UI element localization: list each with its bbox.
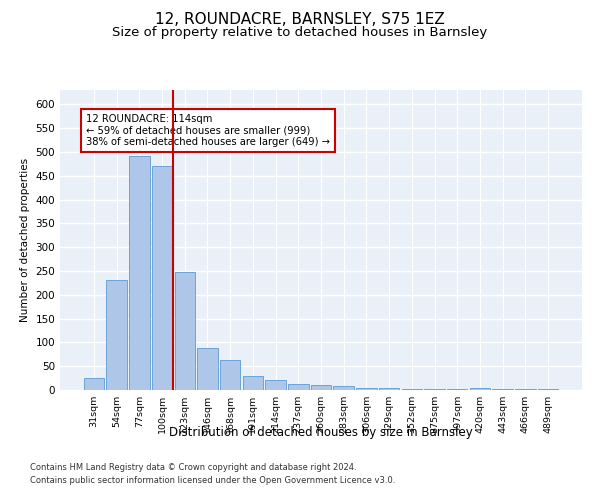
Text: Contains HM Land Registry data © Crown copyright and database right 2024.: Contains HM Land Registry data © Crown c… <box>30 464 356 472</box>
Bar <box>197 348 218 390</box>
Bar <box>447 389 467 390</box>
Bar <box>242 376 263 390</box>
Bar <box>311 385 331 390</box>
Bar <box>515 389 536 390</box>
Bar <box>175 272 195 390</box>
Bar <box>152 166 172 390</box>
Text: 12 ROUNDACRE: 114sqm
← 59% of detached houses are smaller (999)
38% of semi-deta: 12 ROUNDACRE: 114sqm ← 59% of detached h… <box>86 114 330 147</box>
Bar <box>424 389 445 390</box>
Y-axis label: Number of detached properties: Number of detached properties <box>20 158 30 322</box>
Bar <box>493 389 513 390</box>
Text: Size of property relative to detached houses in Barnsley: Size of property relative to detached ho… <box>112 26 488 39</box>
Bar <box>220 360 241 390</box>
Bar <box>288 384 308 390</box>
Text: 12, ROUNDACRE, BARNSLEY, S75 1EZ: 12, ROUNDACRE, BARNSLEY, S75 1EZ <box>155 12 445 28</box>
Bar <box>106 280 127 390</box>
Bar <box>470 388 490 390</box>
Bar <box>334 386 354 390</box>
Bar <box>401 389 422 390</box>
Text: Distribution of detached houses by size in Barnsley: Distribution of detached houses by size … <box>169 426 473 439</box>
Bar <box>84 378 104 390</box>
Text: Contains public sector information licensed under the Open Government Licence v3: Contains public sector information licen… <box>30 476 395 485</box>
Bar <box>379 388 400 390</box>
Bar <box>356 388 377 390</box>
Bar <box>265 380 286 390</box>
Bar <box>538 388 558 390</box>
Bar <box>129 156 149 390</box>
